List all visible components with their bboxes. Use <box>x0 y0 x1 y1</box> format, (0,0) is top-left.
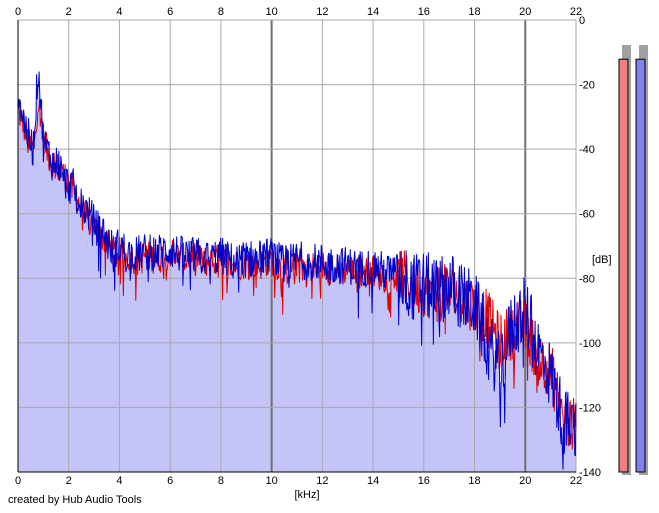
x-tick-label-top: 4 <box>116 6 122 18</box>
x-tick-label-top: 18 <box>468 6 480 18</box>
x-tick-label-bottom: 16 <box>418 475 430 487</box>
y-tick-label: -20 <box>579 80 595 92</box>
axis-layer: 002244668810101212141416161818202022220-… <box>15 6 612 501</box>
y-tick-label: -140 <box>579 467 601 479</box>
x-tick-label-top: 16 <box>418 6 430 18</box>
x-axis-label: [kHz] <box>294 489 319 501</box>
x-tick-label-top: 2 <box>66 6 72 18</box>
x-tick-label-top: 8 <box>218 6 224 18</box>
x-tick-label-top: 10 <box>266 6 278 18</box>
x-tick-label-top: 20 <box>519 6 531 18</box>
level-meters <box>618 45 648 475</box>
level-meter-left <box>618 58 629 473</box>
x-tick-label-bottom: 12 <box>316 475 328 487</box>
x-tick-label-bottom: 6 <box>167 475 173 487</box>
x-tick-label-top: 12 <box>316 6 328 18</box>
y-tick-label: -40 <box>579 144 595 156</box>
spectrum-line-layer <box>17 71 577 470</box>
x-tick-label-bottom: 10 <box>266 475 278 487</box>
x-tick-label-top: 14 <box>367 6 379 18</box>
grid-layer <box>17 19 577 473</box>
x-tick-label-top: 22 <box>570 6 582 18</box>
y-tick-label: -100 <box>579 338 601 350</box>
y-tick-label: 0 <box>579 15 585 27</box>
level-meter-right <box>635 58 646 473</box>
x-tick-label-bottom: 20 <box>519 475 531 487</box>
x-tick-label-bottom: 22 <box>570 475 582 487</box>
y-axis-label: [dB] <box>592 254 612 266</box>
x-tick-label-bottom: 0 <box>15 475 21 487</box>
x-tick-label-bottom: 4 <box>116 475 122 487</box>
y-tick-label: -60 <box>579 209 595 221</box>
credit-text: created by Hub Audio Tools <box>8 494 142 506</box>
x-tick-label-bottom: 14 <box>367 475 379 487</box>
x-tick-label-top: 6 <box>167 6 173 18</box>
x-tick-label-bottom: 8 <box>218 475 224 487</box>
y-tick-label: -120 <box>579 402 601 414</box>
x-tick-label-bottom: 2 <box>66 475 72 487</box>
x-tick-label-top: 0 <box>15 6 21 18</box>
x-tick-label-bottom: 18 <box>468 475 480 487</box>
spectrum-line <box>17 71 577 470</box>
y-tick-label: -80 <box>579 273 595 285</box>
